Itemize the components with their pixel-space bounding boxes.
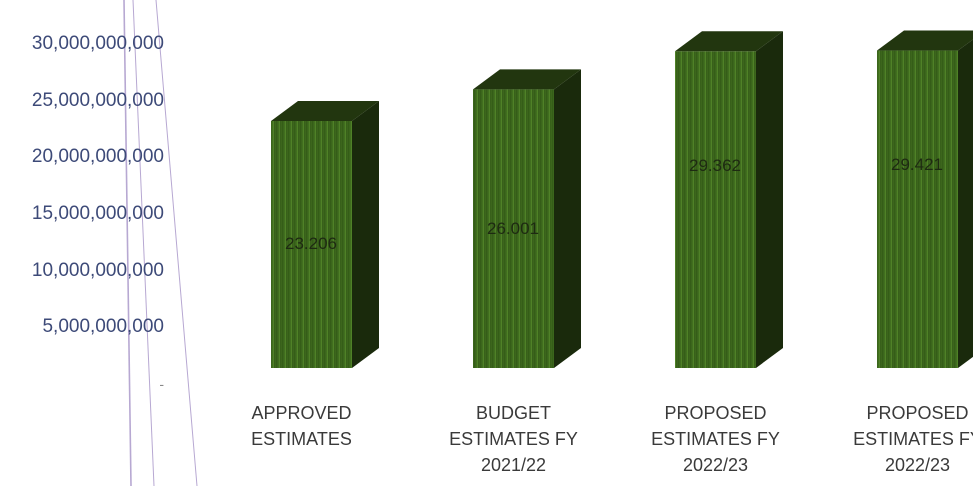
bar-front xyxy=(675,51,756,368)
x-category-label-line: 2022/23 xyxy=(828,452,973,478)
x-category-label-line: PROPOSED xyxy=(626,400,806,426)
x-category-label-line: PROPOSED xyxy=(828,400,973,426)
y-tick-label: 20,000,000,000 xyxy=(0,146,164,168)
y-tick-label: - xyxy=(0,373,164,395)
bar-value-label: 29.362 xyxy=(670,156,760,176)
x-category-label-line: ESTIMATES FY xyxy=(626,426,806,452)
bar-4 xyxy=(877,31,973,368)
axis-line xyxy=(133,0,154,486)
x-category-label-line: 2021/22 xyxy=(424,452,604,478)
y-tick-label: 25,000,000,000 xyxy=(0,90,164,112)
bar-front xyxy=(877,51,958,368)
x-category-label-line: ESTIMATES xyxy=(212,426,392,452)
bar-3 xyxy=(675,31,783,368)
x-category-label-line: 2022/23 xyxy=(626,452,806,478)
bar-top xyxy=(877,31,973,51)
bar-side xyxy=(554,69,581,368)
x-category-label-line: ESTIMATES FY xyxy=(828,426,973,452)
x-category-label-line: BUDGET xyxy=(424,400,604,426)
x-category-label-line: APPROVED xyxy=(212,400,392,426)
bar-side xyxy=(756,31,783,368)
x-category-label-line: ESTIMATES FY xyxy=(424,426,604,452)
axis-line xyxy=(156,0,197,486)
y-tick-label: 30,000,000,000 xyxy=(0,33,164,55)
bar-side xyxy=(958,31,973,368)
axis-line xyxy=(124,0,131,486)
y-tick-label: 10,000,000,000 xyxy=(0,260,164,282)
bar-side xyxy=(352,101,379,368)
y-tick-label: 5,000,000,000 xyxy=(0,316,164,338)
bar-value-label: 23.206 xyxy=(266,234,356,254)
bar-value-label: 29.421 xyxy=(872,155,962,175)
bar-value-label: 26.001 xyxy=(468,219,558,239)
y-tick-label: 15,000,000,000 xyxy=(0,203,164,225)
